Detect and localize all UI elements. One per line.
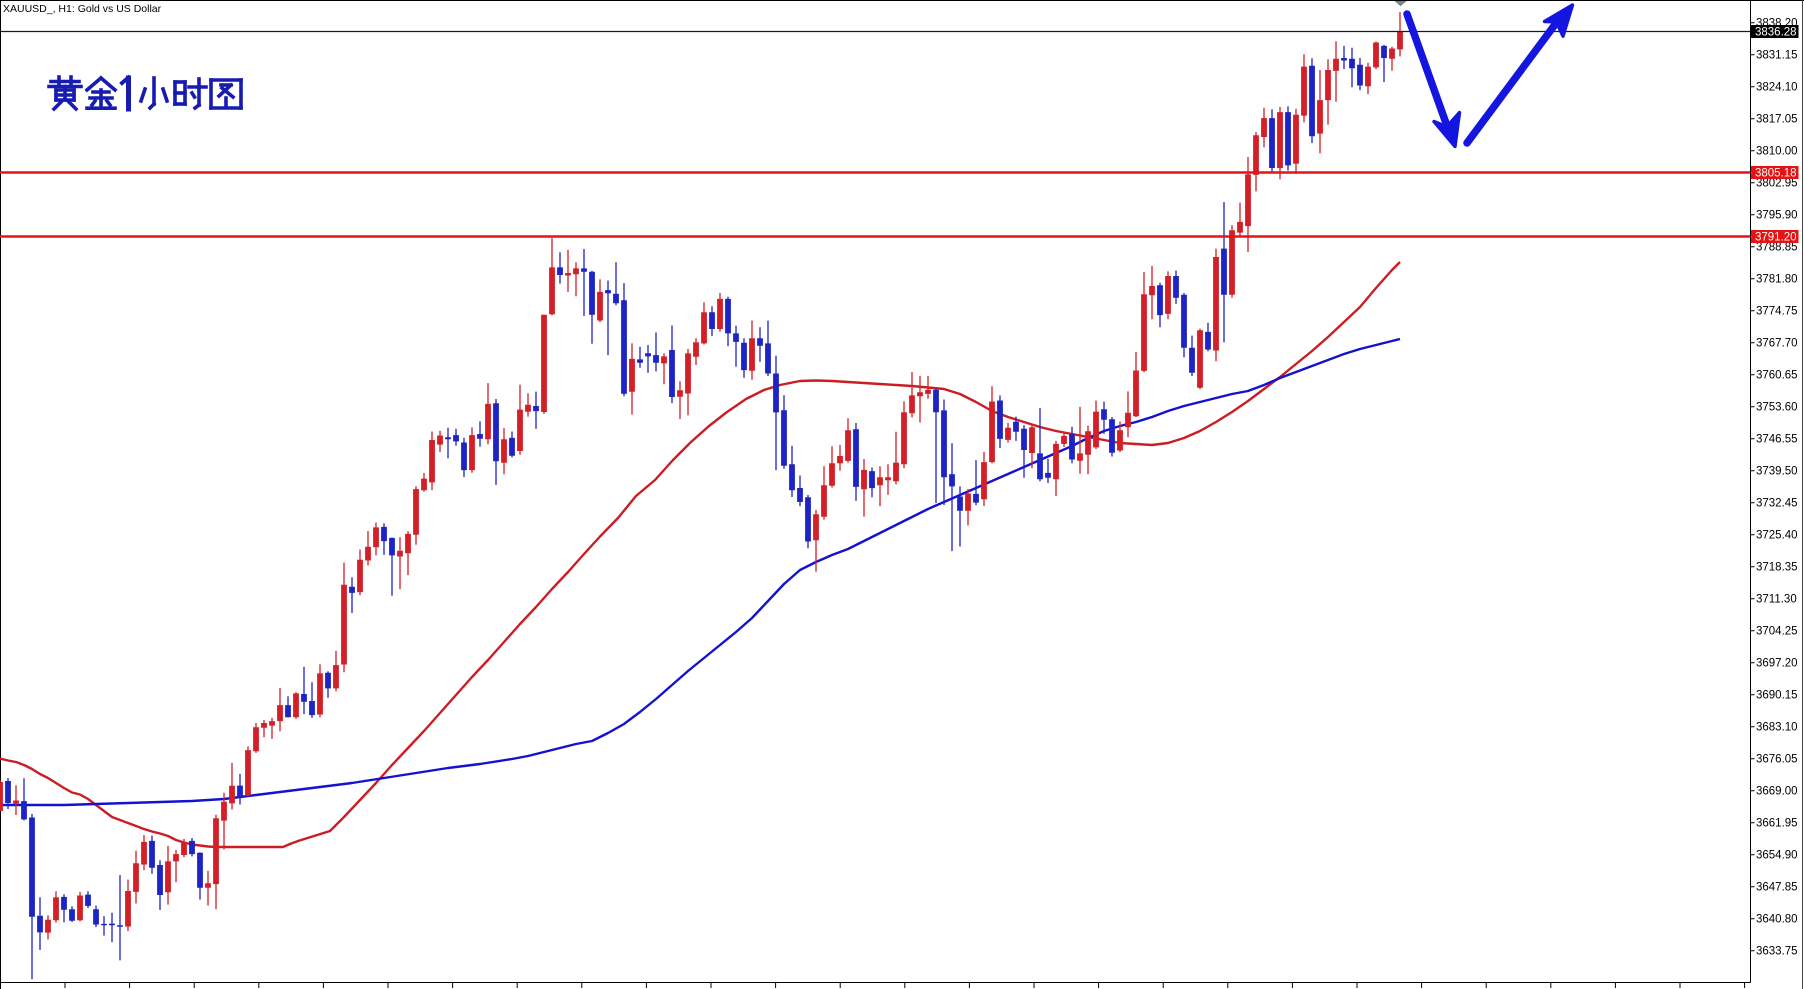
svg-text:3753.60: 3753.60 xyxy=(1756,402,1798,414)
svg-text:3697.20: 3697.20 xyxy=(1756,658,1798,670)
svg-text:3746.55: 3746.55 xyxy=(1756,434,1798,446)
svg-text:3760.65: 3760.65 xyxy=(1756,370,1798,382)
svg-text:3817.05: 3817.05 xyxy=(1756,114,1798,126)
svg-text:3791.20: 3791.20 xyxy=(1755,232,1797,244)
svg-text:3739.50: 3739.50 xyxy=(1756,466,1798,478)
svg-text:3802.95: 3802.95 xyxy=(1756,178,1798,190)
svg-text:3781.80: 3781.80 xyxy=(1756,274,1798,286)
svg-text:3633.75: 3633.75 xyxy=(1756,946,1798,958)
svg-text:3669.00: 3669.00 xyxy=(1756,786,1798,798)
svg-text:3836.28: 3836.28 xyxy=(1755,27,1797,39)
svg-text:3831.15: 3831.15 xyxy=(1756,50,1798,62)
svg-text:3690.15: 3690.15 xyxy=(1756,690,1798,702)
svg-text:3805.18: 3805.18 xyxy=(1755,168,1797,180)
svg-text:3640.80: 3640.80 xyxy=(1756,914,1798,926)
svg-text:3661.95: 3661.95 xyxy=(1756,818,1798,830)
svg-text:XAUUSD_, H1: Gold vs US Dolla: XAUUSD_, H1: Gold vs US Dollar xyxy=(3,3,162,15)
svg-text:3711.30: 3711.30 xyxy=(1756,594,1797,606)
svg-text:3732.45: 3732.45 xyxy=(1756,498,1798,510)
svg-text:3774.75: 3774.75 xyxy=(1756,306,1798,318)
svg-text:3654.90: 3654.90 xyxy=(1756,850,1798,862)
svg-text:3767.70: 3767.70 xyxy=(1756,338,1798,350)
svg-text:3788.85: 3788.85 xyxy=(1756,242,1798,254)
svg-text:3824.10: 3824.10 xyxy=(1756,82,1798,94)
svg-text:3810.00: 3810.00 xyxy=(1756,146,1798,158)
svg-text:3718.35: 3718.35 xyxy=(1756,562,1798,574)
svg-text:3683.10: 3683.10 xyxy=(1756,722,1798,734)
svg-text:3676.05: 3676.05 xyxy=(1756,754,1798,766)
svg-text:3725.40: 3725.40 xyxy=(1756,530,1798,542)
svg-text:3795.90: 3795.90 xyxy=(1756,210,1798,222)
svg-text:3704.25: 3704.25 xyxy=(1756,626,1798,638)
svg-text:3647.85: 3647.85 xyxy=(1756,882,1798,894)
